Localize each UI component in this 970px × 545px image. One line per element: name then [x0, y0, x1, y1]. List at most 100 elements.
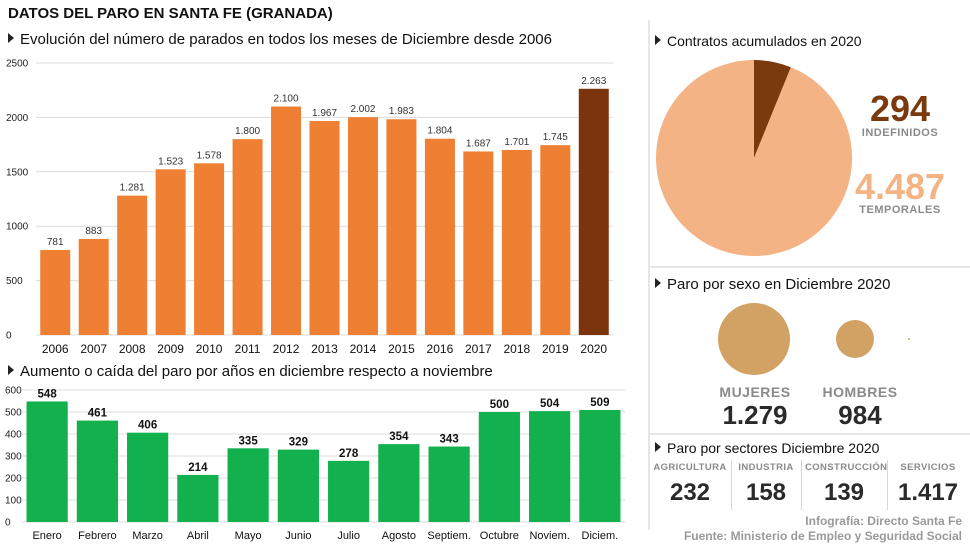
x-tick-label: 2014 [350, 342, 377, 356]
bar [478, 412, 520, 522]
hombres-bubble [836, 320, 874, 358]
mujeres-label: MUJERES [719, 384, 791, 400]
sector-label: INDUSTRIA [738, 462, 794, 473]
sector-value: 158 [745, 479, 787, 506]
x-tick-label: 2010 [196, 342, 223, 356]
horizontal-divider [650, 433, 970, 435]
bar [40, 250, 71, 335]
x-tick-label: Julio [337, 530, 360, 542]
bar [117, 195, 148, 335]
x-tick-label: 2016 [427, 342, 454, 356]
bar-value-label: 1.804 [427, 126, 452, 137]
x-tick-label: Enero [32, 530, 61, 542]
y-tick-label: 200 [5, 474, 22, 485]
vertical-divider [648, 20, 650, 530]
temporales-label: TEMPORALES [859, 204, 941, 216]
horizontal-divider [650, 266, 970, 268]
x-tick-label: Mayo [235, 530, 262, 542]
bar-value-label: 781 [47, 237, 64, 248]
sector-agricultura: AGRICULTURA 232 [651, 462, 729, 507]
sector-divider [731, 460, 732, 510]
x-tick-label: Septiem. [427, 530, 470, 542]
y-tick-label: 2000 [6, 113, 29, 124]
y-tick-label: 400 [5, 430, 22, 441]
y-tick-label: 500 [5, 408, 22, 419]
contracts-title-text: Contratos acumulados en 2020 [667, 33, 862, 49]
bar [155, 169, 186, 335]
sector-label: AGRICULTURA [653, 462, 727, 473]
x-tick-label: 2018 [503, 342, 530, 356]
evolution-bar-chart: 0 500 1000 1500 2000 2500 781 2006 883 2007 1.281 2… [6, 59, 613, 356]
bar-value-label: 548 [38, 388, 58, 400]
bar-value-label: 1.745 [543, 132, 568, 143]
triangle-bullet-icon [8, 33, 14, 43]
x-tick-label: Marzo [132, 530, 163, 542]
page-title: DATOS DEL PARO EN SANTA FE (GRANADA) [8, 5, 333, 22]
x-tick-label: 2017 [465, 342, 492, 356]
bar-value-label: 343 [440, 434, 459, 446]
mujeres-bubble [718, 303, 790, 375]
bar [177, 474, 219, 522]
x-tick-label: Junio [285, 530, 311, 542]
y-tick-label: 1000 [6, 222, 29, 233]
triangle-bullet-icon [655, 442, 661, 452]
sector-value: 232 [669, 479, 711, 506]
bar-value-label: 1.578 [197, 150, 222, 161]
bar [78, 238, 109, 335]
contracts-pie-chart [656, 60, 852, 256]
bar-value-label: 1.983 [389, 106, 414, 117]
pie-slice [656, 60, 852, 256]
y-tick-label: 300 [5, 452, 22, 463]
y-tick-label: 600 [5, 386, 22, 397]
bar [378, 444, 420, 522]
sector-label: SERVICIOS [900, 462, 956, 473]
bar [194, 163, 225, 335]
x-tick-label: 2011 [235, 342, 261, 356]
sector-divider [801, 460, 802, 510]
bar-value-label: 1.687 [466, 138, 491, 149]
bar [127, 432, 169, 522]
monthly-change-chart-title: Aumento o caída del paro por años en dic… [8, 363, 493, 380]
credit-infografia: Infografía: Directo Santa Fe [805, 514, 962, 528]
bar [271, 106, 302, 335]
y-tick-label: 500 [6, 276, 23, 287]
bar [428, 446, 470, 522]
bar-value-label: 329 [289, 437, 308, 449]
bar [309, 120, 340, 335]
bar [578, 88, 609, 335]
monthly-change-bar-chart: 0 100 200 300 400 500 600 548 Enero 461 Febrero 406… [5, 386, 625, 542]
sector-value: 139 [823, 479, 865, 506]
bar-value-label: 1.281 [120, 183, 145, 194]
indefinidos-label: INDEFINIDOS [861, 127, 939, 139]
sector-servicios: SERVICIOS 1.417 [889, 462, 967, 507]
temporales-value: 4.487 [854, 166, 946, 207]
x-tick-label: Abril [187, 530, 209, 542]
bar-value-label: 214 [188, 462, 208, 474]
y-tick-label: 0 [6, 331, 12, 342]
x-tick-label: 2006 [42, 342, 69, 356]
bar-value-label: 2.263 [581, 76, 606, 87]
bar [328, 460, 370, 522]
bar-value-label: 1.701 [504, 137, 529, 148]
bar [424, 138, 455, 335]
small-dot [908, 338, 910, 340]
x-tick-label: 2008 [119, 342, 146, 356]
bar-value-label: 406 [138, 420, 157, 432]
credit-fuente: Fuente: Ministerio de Empleo y Seguridad… [683, 529, 962, 543]
pie-slice [754, 60, 791, 158]
x-tick-label: 2019 [542, 342, 569, 356]
bar [232, 139, 263, 335]
x-tick-label: 2009 [157, 342, 184, 356]
bar [227, 448, 269, 522]
bar [501, 149, 532, 335]
evolution-chart-title-text: Evolución del número de parados en todos… [20, 31, 552, 48]
monthly-change-chart-title-text: Aumento o caída del paro por años en dic… [20, 363, 493, 380]
bar-value-label: 504 [540, 398, 560, 410]
mujeres-value: 1.279 [722, 400, 788, 430]
bar [386, 119, 417, 335]
bar-value-label: 278 [339, 448, 359, 460]
x-tick-label: Febrero [78, 530, 117, 542]
y-tick-label: 100 [5, 496, 22, 507]
triangle-bullet-icon [655, 35, 661, 45]
evolution-chart-title: Evolución del número de parados en todos… [8, 31, 552, 48]
